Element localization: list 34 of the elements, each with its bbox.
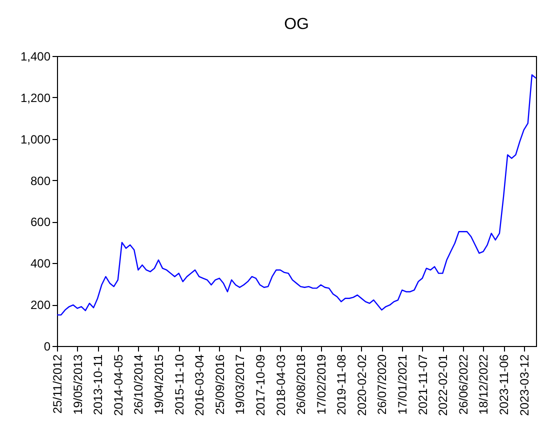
x-tick-label: 2021-11-07: [416, 354, 430, 415]
x-tick-label: 25/11/2012: [50, 354, 64, 414]
x-tick-label: 19/05/2013: [70, 354, 85, 415]
x-tick-label: 19/04/2015: [152, 354, 166, 415]
x-tick-label: 26/08/2018: [294, 354, 308, 415]
x-tick-label: 26/10/2014: [132, 354, 146, 415]
x-tick-label: 2013-10-11: [91, 354, 106, 415]
y-tick-label: 800: [30, 174, 51, 188]
chart-title: OG: [284, 16, 309, 33]
y-tick-label: 400: [30, 256, 51, 271]
line-series: [56, 74, 537, 316]
x-tick-label: 2020-02-02: [354, 354, 369, 416]
x-tick-label: 2014-04-05: [111, 354, 126, 416]
x-tick-label: 26/06/2022: [456, 354, 470, 415]
x-tick-label: 2023-11-06: [497, 354, 512, 415]
y-tick-label: 200: [30, 298, 51, 312]
y-tick-label: 1,400: [20, 50, 51, 64]
x-tick-label: 25/09/2016: [212, 354, 227, 415]
x-tick-label: 18/12/2022: [476, 354, 491, 415]
x-tick-label: 2018-04-03: [274, 354, 288, 416]
y-tick-label: 0: [44, 340, 51, 354]
x-tick-label: 17/01/2021: [396, 354, 410, 415]
x-tick-label: 2016-03-04: [192, 354, 207, 416]
x-tick-label: 2022-02-01: [436, 354, 450, 416]
x-tick-label: 2015-11-10: [172, 354, 186, 415]
x-tick-label: 2017-10-09: [253, 354, 268, 416]
x-tick-label: 26/07/2020: [375, 354, 390, 415]
x-tick-label: 19/03/2017: [233, 354, 248, 415]
x-tick-label: 2019-11-08: [334, 354, 349, 415]
x-tick-label: 2023-03-12: [517, 354, 532, 416]
x-tick-label: 17/02/2019: [314, 354, 328, 415]
y-tick-label: 1,000: [20, 132, 51, 146]
y-tick-label: 600: [30, 215, 51, 230]
y-tick-label: 1,200: [20, 90, 51, 105]
